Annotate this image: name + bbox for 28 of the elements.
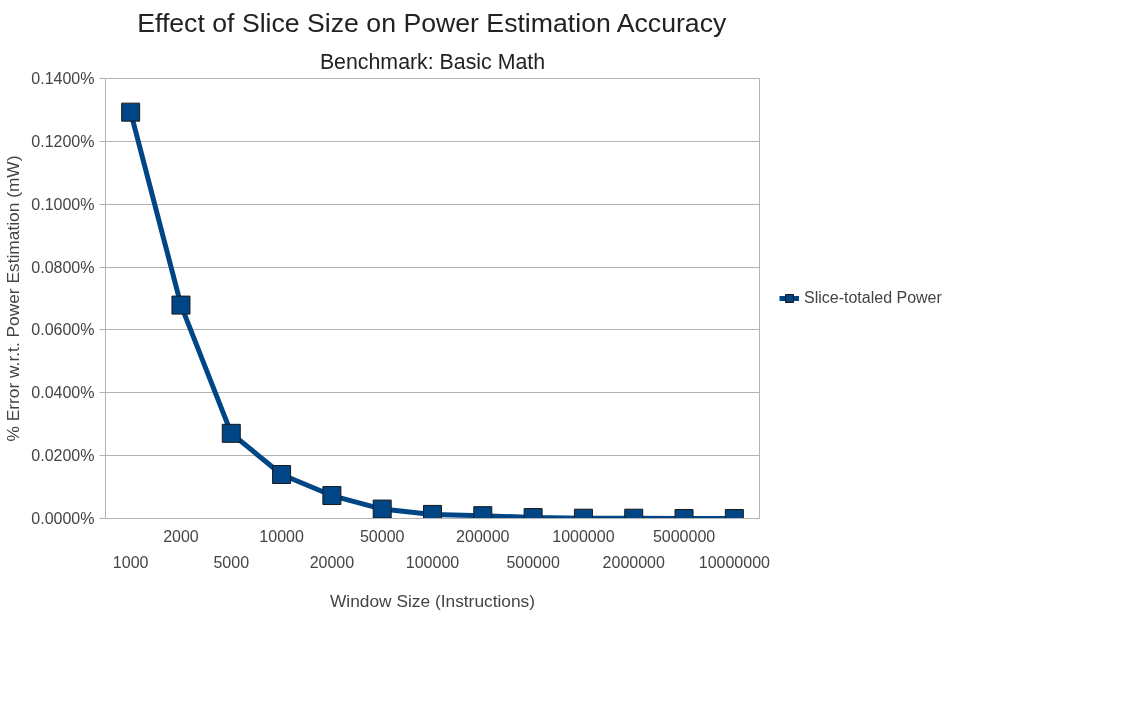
y-tick-label: 0.1200%: [31, 132, 95, 150]
legend-label: Slice-totaled Power: [804, 289, 942, 307]
point: [171, 295, 191, 315]
chart-title: Effect of Slice Size on Power Estimation Accuracy: [137, 7, 728, 38]
y-tick-label: 0.0400%: [31, 384, 95, 402]
x-tick-label: 10000: [259, 527, 304, 545]
x-tick-label: 200000: [456, 527, 510, 545]
x-tick-label: 2000000: [602, 553, 665, 571]
y-tick-label: 0.1000%: [31, 195, 95, 213]
x-tick-label: 10000000: [698, 553, 771, 571]
x-tick-label: 5000000: [652, 527, 716, 545]
chart-subtitle: Benchmark: Basic Math: [319, 49, 546, 74]
y-tick-label: 0.0800%: [31, 258, 95, 276]
x-tick-label: 5000: [213, 553, 250, 571]
x-tick-label: 500000: [506, 553, 560, 571]
y-tick-label: 0.1400%: [31, 70, 95, 87]
y-tick-label: 0.0200%: [31, 447, 95, 465]
y-tick-label: 0.0600%: [31, 321, 95, 339]
point: [121, 102, 141, 122]
x-tick-label: 20000: [309, 553, 355, 571]
y-axis-title: % Error w.r.t. Power Estimation (mW): [3, 155, 24, 442]
x-tick-label: 1000: [112, 553, 149, 571]
x-axis-title: Window Size (Instructions): [329, 590, 536, 611]
x-tick-label: 2000: [163, 527, 199, 545]
x-tick-label: 50000: [359, 527, 405, 545]
x-tick-label: 100000: [405, 553, 460, 571]
y-tick-label: 0.0000%: [31, 510, 95, 527]
x-tick-label: 1000000: [552, 527, 615, 545]
